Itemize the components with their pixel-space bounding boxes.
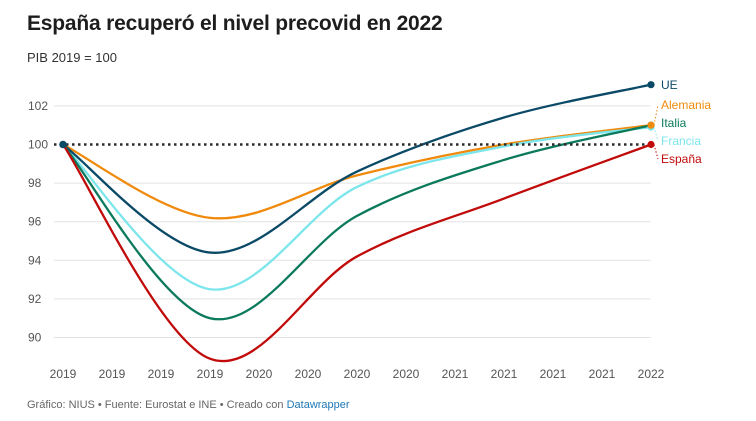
x-tick-label-9: 2021 [491, 367, 518, 381]
series-label-francia: Francia [661, 134, 701, 148]
y-tick-label-96: 96 [28, 215, 42, 229]
footer: Gráfico: NIUS • Fuente: Eurostat e INE •… [27, 399, 350, 411]
y-tick-label-92: 92 [28, 292, 42, 306]
x-tick-label-3: 2019 [197, 367, 224, 381]
x-tick-label-4: 2020 [246, 367, 273, 381]
y-tick-label-94: 94 [28, 253, 42, 267]
x-tick-label-1: 2019 [99, 367, 126, 381]
series-line-alemania [61, 124, 653, 220]
end-point-españa [647, 140, 655, 149]
series-label-italia: Italia [661, 116, 687, 130]
series-label-ue: UE [661, 78, 678, 92]
end-point-ue [647, 81, 655, 89]
x-tick-label-0: 2019 [50, 367, 77, 381]
series-label-españa: España [661, 152, 702, 166]
start-point [59, 140, 67, 149]
x-tick-label-8: 2021 [442, 367, 469, 381]
end-point-alemania [647, 121, 655, 129]
label-leader-francia [653, 126, 659, 142]
datawrapper-link[interactable]: Datawrapper [286, 399, 350, 411]
y-tick-label-90: 90 [28, 331, 42, 345]
y-tick-label-100: 100 [28, 138, 48, 152]
x-tick-label-10: 2021 [540, 367, 567, 381]
chart-title: España recuperó el nivel precovid en 202… [27, 12, 443, 35]
series-line-italia [61, 124, 653, 321]
series-label-alemania: Alemania [661, 98, 711, 112]
x-tick-label-2: 2019 [148, 367, 175, 381]
chart-subtitle: PIB 2019 = 100 [27, 50, 117, 65]
x-tick-label-6: 2020 [344, 367, 371, 381]
x-tick-label-12: 2022 [638, 367, 665, 381]
label-leader-alemania [653, 104, 659, 126]
y-tick-label-102: 102 [28, 99, 48, 113]
series-line-españa [61, 143, 653, 363]
x-tick-label-11: 2021 [589, 367, 616, 381]
y-tick-label-98: 98 [28, 176, 42, 190]
x-tick-label-7: 2020 [393, 367, 420, 381]
label-leader-españa [653, 144, 659, 160]
series-line-francia [61, 125, 653, 291]
footer-text: Gráfico: NIUS • Fuente: Eurostat e INE •… [27, 399, 287, 411]
x-tick-label-5: 2020 [295, 367, 322, 381]
series-line-ue [61, 83, 653, 254]
